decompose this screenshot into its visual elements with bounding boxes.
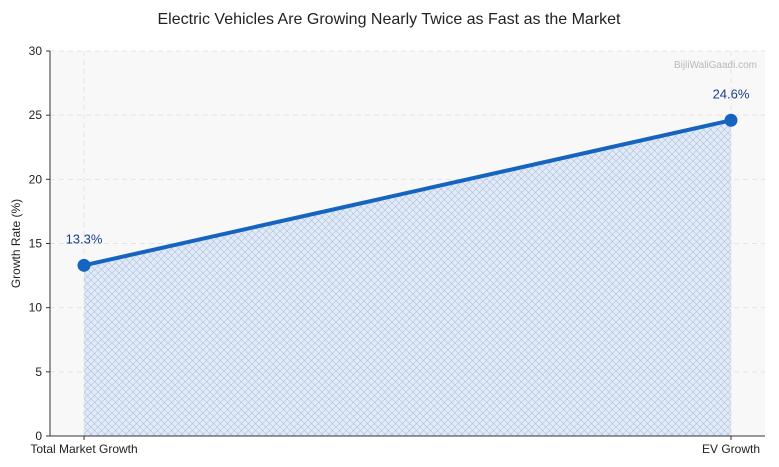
area-layer	[84, 120, 731, 437]
axes	[46, 50, 765, 440]
y-axis-label: Growth Rate (%)	[9, 199, 23, 288]
x-tick-label: Total Market Growth	[30, 442, 137, 456]
series-layer	[77, 113, 738, 272]
y-tick-label: 20	[29, 172, 43, 186]
data-point	[77, 258, 91, 272]
data-label: 24.6%	[713, 86, 750, 101]
y-tick-label: 5	[35, 365, 42, 379]
y-tick-label: 10	[29, 301, 43, 315]
y-tick-label: 30	[29, 44, 43, 58]
x-tick-label: EV Growth	[702, 442, 760, 456]
data-label: 13.3%	[66, 231, 103, 246]
y-tick-label: 25	[29, 108, 43, 122]
chart-title: Electric Vehicles Are Growing Nearly Twi…	[158, 11, 622, 28]
watermark: BijliWaliGaadi.com	[674, 60, 757, 71]
area-hatch	[84, 120, 731, 437]
data-point	[724, 113, 738, 127]
tick-labels: 0 5 10 15 20 25 30 Total Market Growth EV Growth	[29, 44, 760, 456]
series-line	[82, 118, 733, 268]
data-labels: 13.3% 24.6%	[66, 86, 750, 246]
y-tick-label: 0	[35, 429, 42, 443]
y-tick-label: 15	[29, 237, 43, 251]
